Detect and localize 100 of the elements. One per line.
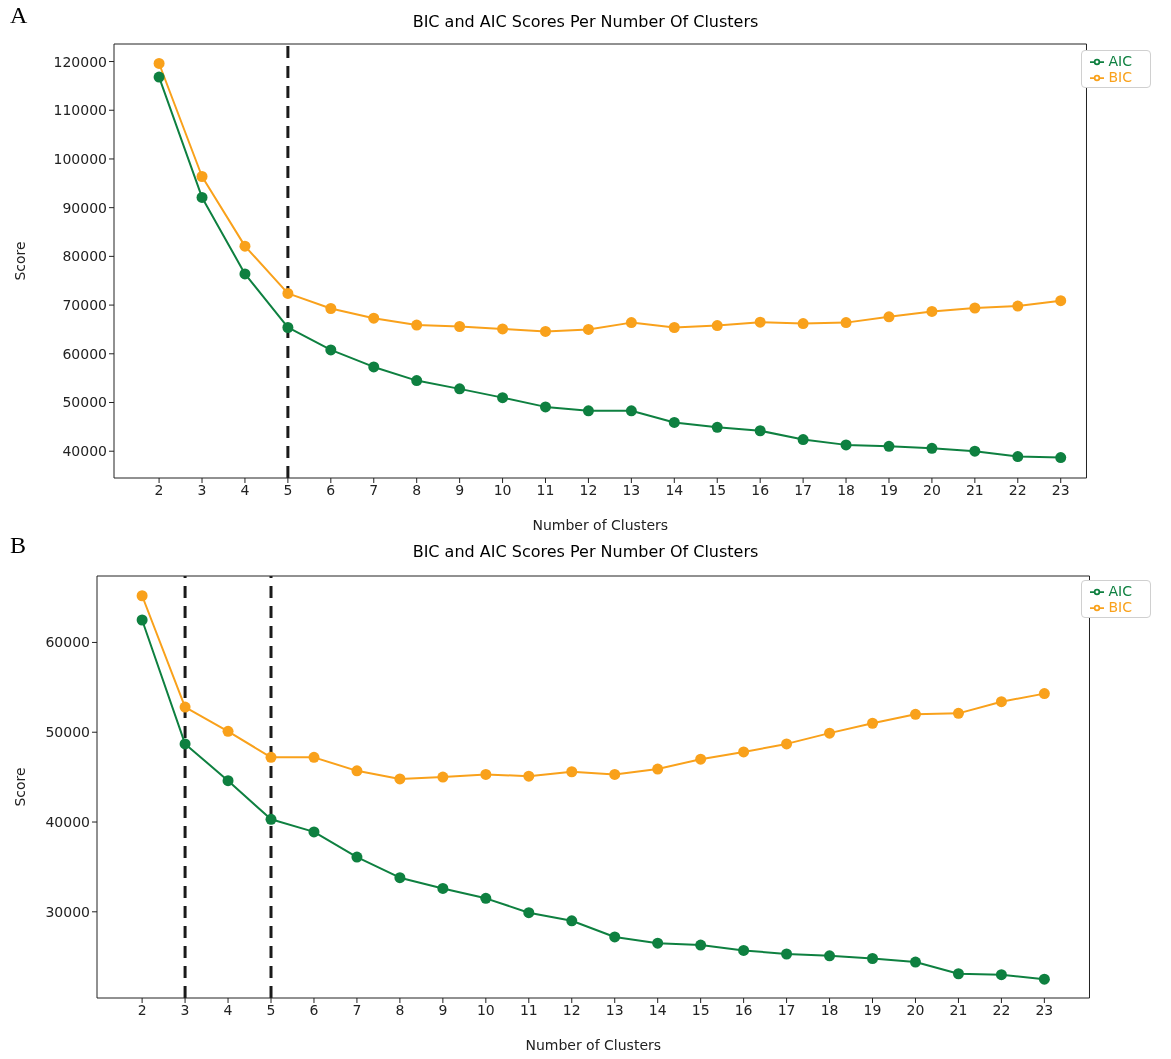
point — [909, 708, 921, 720]
point — [840, 317, 852, 329]
x-tick-label: 12 — [579, 481, 598, 498]
x-tick-label: 9 — [438, 1001, 448, 1018]
x-tick-label: 17 — [777, 1001, 796, 1018]
point — [1038, 973, 1050, 985]
legend-label: AIC — [1108, 53, 1132, 69]
y-tick-label: 40000 — [62, 443, 107, 460]
point — [695, 753, 707, 765]
chart-title: BIC and AIC Scores Per Number Of Clusters — [412, 12, 759, 31]
y-tick-label: 90000 — [62, 199, 107, 216]
point — [325, 302, 337, 314]
point — [867, 952, 879, 964]
point — [926, 442, 938, 454]
point — [136, 590, 148, 602]
x-tick-label: 11 — [536, 481, 555, 498]
point — [926, 305, 938, 317]
point — [282, 321, 294, 333]
point — [351, 765, 363, 777]
x-tick-label: 4 — [240, 481, 250, 498]
point — [754, 425, 766, 437]
point — [1038, 688, 1050, 700]
point — [136, 614, 148, 626]
x-tick-label: 14 — [648, 1001, 667, 1018]
point — [1012, 451, 1024, 463]
x-tick-label: 5 — [266, 1001, 276, 1018]
x-tick-label: 13 — [622, 481, 641, 498]
y-tick-label: 80000 — [62, 248, 107, 265]
point — [609, 768, 621, 780]
x-tick-label: 21 — [965, 481, 984, 498]
x-tick-label: 9 — [455, 481, 465, 498]
x-tick-label: 19 — [863, 1001, 882, 1018]
x-tick-label: 18 — [837, 481, 855, 498]
point — [995, 969, 1007, 981]
point — [952, 707, 964, 719]
x-tick-label: 18 — [820, 1001, 839, 1018]
y-tick-label: 60000 — [45, 634, 90, 651]
point — [411, 375, 423, 387]
x-tick-label: 4 — [223, 1001, 233, 1018]
point — [239, 240, 251, 252]
point — [625, 317, 637, 329]
point — [824, 950, 836, 962]
x-tick-label: 22 — [992, 1001, 1011, 1018]
point — [754, 316, 766, 328]
text: B — [10, 532, 27, 559]
point — [196, 191, 208, 203]
x-tick-label: 20 — [923, 481, 941, 498]
point — [824, 727, 836, 739]
point — [222, 725, 234, 737]
point — [781, 948, 793, 960]
x-tick-label: 13 — [605, 1001, 624, 1018]
x-tick-label: 10 — [493, 481, 512, 498]
point — [1055, 295, 1067, 307]
legend-label: AIC — [1108, 583, 1132, 599]
point — [711, 421, 723, 433]
point — [497, 392, 509, 404]
y-tick-label: 60000 — [62, 345, 107, 362]
point — [797, 434, 809, 446]
legend-label: BIC — [1108, 599, 1132, 615]
x-tick-label: 17 — [794, 481, 813, 498]
point — [394, 872, 406, 884]
point — [308, 826, 320, 838]
y-tick-label: 30000 — [45, 903, 90, 920]
point — [454, 321, 466, 333]
x-tick-label: 7 — [352, 1001, 362, 1018]
point — [196, 170, 208, 182]
x-tick-label: 23 — [1051, 481, 1070, 498]
point — [582, 323, 594, 335]
point — [668, 416, 680, 428]
x-tick-label: 6 — [309, 1001, 319, 1018]
x-axis-title: Number of Clusters — [532, 517, 669, 533]
point — [1012, 300, 1024, 312]
y-axis-title: Score — [11, 241, 28, 281]
point — [153, 71, 165, 83]
x-tick-label: 12 — [562, 1001, 581, 1018]
y-tick-label: 50000 — [62, 394, 107, 411]
x-tick-label: 6 — [326, 481, 336, 498]
point — [695, 939, 707, 951]
point — [566, 766, 578, 778]
x-tick-label: 8 — [412, 481, 422, 498]
point — [523, 907, 535, 919]
x-tick-label: 11 — [519, 1001, 538, 1018]
x-tick-label: 5 — [283, 481, 293, 498]
point — [497, 323, 509, 335]
point — [883, 311, 895, 323]
y-tick-label: 100000 — [53, 150, 107, 167]
x-tick-label: 16 — [751, 481, 770, 498]
x-tick-label: 15 — [691, 1001, 710, 1018]
point — [523, 770, 535, 782]
point — [909, 956, 921, 968]
point — [325, 344, 337, 356]
point — [394, 773, 406, 785]
point — [540, 401, 551, 413]
point — [411, 319, 423, 331]
legend-label: BIC — [1108, 69, 1132, 85]
point — [282, 287, 294, 299]
point — [1055, 452, 1067, 464]
point — [454, 383, 466, 395]
x-tick-label: 14 — [665, 481, 684, 498]
y-tick-label: 70000 — [62, 297, 107, 314]
